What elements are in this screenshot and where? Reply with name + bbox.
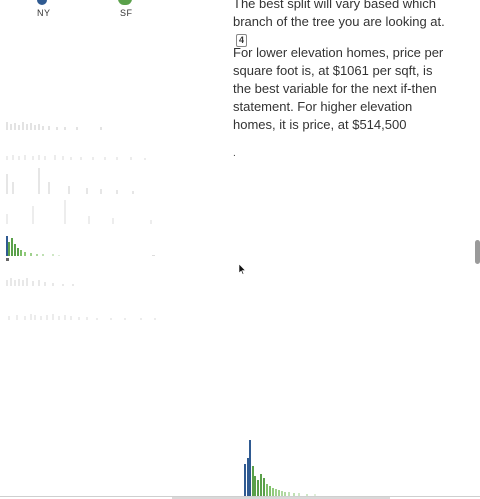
ny-marker-icon [37,0,47,5]
histogram-row-1 [6,122,102,130]
axis-marker [6,258,9,261]
histogram-row-7 [8,314,156,320]
histogram-row-5-highlight [6,236,155,256]
narrative-paragraph-1: The best split will vary based which bra… [233,0,453,49]
faded-histogram-rows [6,122,156,320]
narrative-text-1: The best split will vary based which bra… [233,0,445,29]
legend-label-sf: SF [120,8,133,18]
scrollbar-thumb[interactable] [475,240,480,264]
histogram-row-6 [6,278,74,286]
bottom-histogram [244,440,316,496]
histogram-row-3 [6,168,134,194]
bottom-range-bar [172,497,390,499]
bottom-divider [0,496,480,497]
narrative-trailing: . [233,148,236,159]
legend-label-ny: NY [37,8,51,18]
histogram-row-2 [6,155,146,160]
narrative-paragraph-2: For lower elevation homes, price per squ… [233,45,444,132]
histogram-row-4 [6,200,152,224]
sf-marker-icon [118,0,132,5]
mouse-cursor-icon [239,264,247,275]
footnote-badge[interactable]: 4 [236,34,248,47]
